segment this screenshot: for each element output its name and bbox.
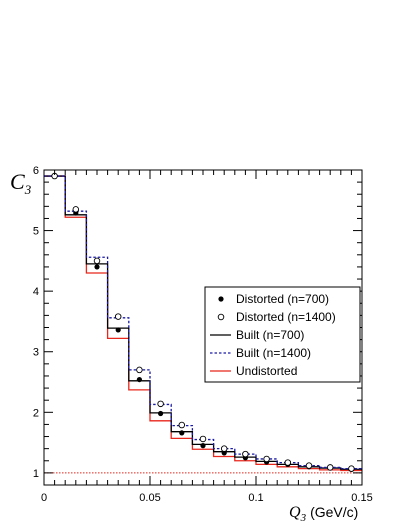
y-axis-title: C3 xyxy=(10,169,32,197)
legend-label-undistorted: Undistorted xyxy=(236,364,297,378)
data-point-distorted-n-1400 xyxy=(157,400,164,408)
y-axis-title-main: C xyxy=(10,169,25,194)
data-point-distorted-n-700 xyxy=(94,264,100,270)
data-point-distorted-n-1400 xyxy=(284,459,292,466)
data-point-distorted-n-700 xyxy=(158,410,164,417)
data-point-distorted-n-1400 xyxy=(305,462,313,469)
data-point-distorted-n-700 xyxy=(115,327,121,333)
y-tick-label: 3 xyxy=(33,347,39,359)
x-axis-title: Q3 (GeV/c) xyxy=(289,504,358,524)
data-point-distorted-n-1400 xyxy=(93,257,101,265)
x-tick-label: 0.05 xyxy=(139,492,160,504)
data-point-distorted-n-1400 xyxy=(326,464,334,471)
x-axis-title-sub: 3 xyxy=(300,512,307,524)
legend-marker-distorted-n-1400 xyxy=(217,313,225,321)
y-tick-label: 6 xyxy=(33,165,39,177)
legend-marker-distorted-n-700 xyxy=(218,296,224,302)
y-axis-title-sub: 3 xyxy=(24,182,32,197)
data-point-distorted-n-1400 xyxy=(114,313,122,320)
x-axis-title-main: Q xyxy=(289,504,301,521)
data-point-distorted-n-700 xyxy=(179,430,185,436)
series-undistorted-step xyxy=(44,175,362,472)
data-point-distorted-n-1400 xyxy=(348,465,355,472)
x-axis-title-unit: (GeV/c) xyxy=(310,504,358,520)
legend-label-distorted-n-1400: Distorted (n=1400) xyxy=(236,310,336,324)
y-tick-label: 5 xyxy=(33,226,39,238)
data-point-distorted-n-1400 xyxy=(199,435,207,443)
data-point-distorted-n-1400 xyxy=(178,421,186,429)
series-built-n-1400-step xyxy=(44,175,362,470)
x-tick-label: 0.15 xyxy=(351,492,372,504)
data-point-distorted-n-700 xyxy=(136,376,142,383)
y-tick-label: 2 xyxy=(33,407,39,419)
y-tick-label: 4 xyxy=(33,286,39,298)
data-point-distorted-n-700 xyxy=(200,443,206,449)
legend-label-built-n-1400: Built (n=1400) xyxy=(236,346,311,360)
legend-label-distorted-n-700: Distorted (n=700) xyxy=(236,292,329,306)
data-point-distorted-n-1400 xyxy=(220,445,228,452)
x-tick-label: 0.1 xyxy=(248,492,263,504)
y-tick-label: 1 xyxy=(33,468,39,480)
data-point-distorted-n-1400 xyxy=(242,450,249,458)
data-point-distorted-n-1400 xyxy=(263,455,270,463)
legend-label-built-n-700: Built (n=700) xyxy=(236,328,304,342)
data-point-distorted-n-1400 xyxy=(72,206,80,213)
x-tick-label: 0 xyxy=(41,492,47,504)
data-point-distorted-n-1400 xyxy=(136,366,143,374)
